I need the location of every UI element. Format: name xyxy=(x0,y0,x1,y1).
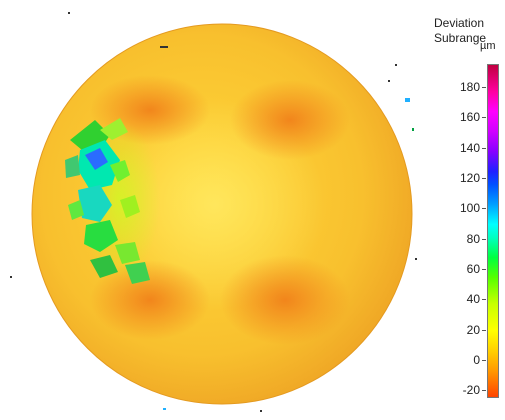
deviation-zone-bottom-right xyxy=(220,255,350,345)
scale-tick-mark xyxy=(482,147,486,149)
scale-tick-mark xyxy=(482,208,486,210)
scale-tick-label: 40 xyxy=(466,292,480,307)
scale-tick-mark xyxy=(482,238,486,240)
scale-tick-label: 20 xyxy=(466,322,480,337)
legend-title-line1: Deviation xyxy=(434,16,485,30)
scale-tick-label: 180 xyxy=(459,79,480,94)
left-edge-defect-cluster xyxy=(65,118,150,284)
scale-tick-mark xyxy=(482,86,486,88)
scale-tick-mark xyxy=(482,177,486,179)
scale-tick-label: 100 xyxy=(459,201,480,216)
measured-disc xyxy=(31,23,413,405)
scale-tick-label: -20 xyxy=(462,383,480,398)
scale-tick-mark xyxy=(482,117,486,119)
scale-tick-mark xyxy=(482,268,486,270)
deviation-color-scale xyxy=(487,64,499,398)
legend-unit: µm xyxy=(480,40,496,52)
scale-tick-label: 60 xyxy=(466,261,480,276)
scale-tick-mark xyxy=(482,329,486,331)
scale-tick-mark xyxy=(482,360,486,362)
scale-tick-mark xyxy=(482,390,486,392)
legend-title-line2: Subrange xyxy=(434,31,487,45)
scale-tick-label: 120 xyxy=(459,170,480,185)
scale-tick-label: 80 xyxy=(466,231,480,246)
legend-title: Deviation Subrange xyxy=(434,16,486,46)
deviation-zone-top-right xyxy=(230,80,350,160)
scale-tick-label: 160 xyxy=(459,110,480,125)
scale-tick-label: 140 xyxy=(459,140,480,155)
scan-noise-specks xyxy=(10,12,417,412)
scale-tick-mark xyxy=(482,299,486,301)
deviation-map-view[interactable] xyxy=(0,0,430,420)
scale-tick-label: 0 xyxy=(473,353,480,368)
